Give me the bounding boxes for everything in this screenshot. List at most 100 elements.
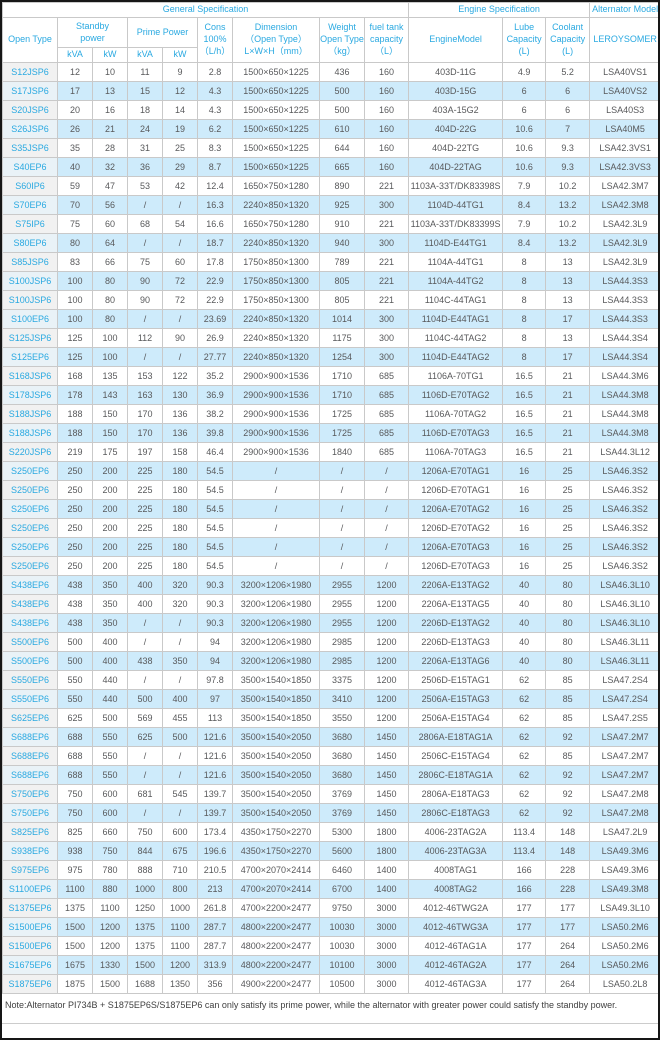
table-row: S60IP6 59 47 53 42 12.4 1650×750×1280 890 221 110… [2,176,658,196]
value-cell: 780 [92,860,128,880]
value-cell: 400 [127,575,163,595]
model-link[interactable]: S220JSP6 [2,442,58,462]
model-link[interactable]: S1875EP6 [2,974,58,994]
model-link[interactable]: S1500EP6 [2,936,58,956]
model-link[interactable]: S688EP6 [2,765,58,785]
table-row: S1875EP6 1875 1500 1688 1350 356 4900×2200×247… [2,974,658,994]
model-link[interactable]: S250EP6 [2,499,58,519]
model-link[interactable]: S75IP6 [2,214,58,234]
value-cell: 160 [363,119,410,139]
model-link[interactable]: S12JSP6 [2,62,58,82]
model-link[interactable]: S40EP6 [2,157,58,177]
table-row: S188JSP6 188 150 170 136 38.2 2900×900×1536 172… [2,404,658,424]
model-link[interactable]: S35JSP6 [2,138,58,158]
model-link[interactable]: S938EP6 [2,841,58,861]
section-alternator-model: Alternator Model [589,2,658,18]
model-link[interactable]: S100EP6 [2,309,58,329]
value-cell: 2955 [319,575,365,595]
model-link[interactable]: S85JSP6 [2,252,58,272]
value-cell: 160 [363,138,410,158]
model-link[interactable]: S1375EP6 [2,898,58,918]
value-cell: 313.9 [197,955,233,975]
value-cell: 13 [545,328,591,348]
model-link[interactable]: S550EP6 [2,689,58,709]
value-cell: 100 [92,328,128,348]
model-link[interactable]: S1100EP6 [2,879,58,899]
model-link[interactable]: S250EP6 [2,461,58,481]
model-link[interactable]: S250EP6 [2,518,58,538]
value-cell: 19 [162,119,198,139]
spec-table: General Specification Engine Specificati… [2,2,658,994]
model-link[interactable]: S17JSP6 [2,81,58,101]
model-link[interactable]: S250EP6 [2,537,58,557]
model-link[interactable]: S60IP6 [2,176,58,196]
value-cell: 18.7 [197,233,233,253]
value-cell: 121.6 [197,746,233,766]
model-link[interactable]: S1675EP6 [2,955,58,975]
value-cell: 10.6 [502,138,547,158]
model-link[interactable]: S625EP6 [2,708,58,728]
model-link[interactable]: S100JSP6 [2,271,58,291]
value-cell: 72 [162,271,198,291]
value-cell: 3000 [363,974,410,994]
model-link[interactable]: S250EP6 [2,480,58,500]
value-cell: 2240×850×1320 [232,328,320,348]
value-cell: 685 [363,366,410,386]
value-cell: 3500×1540×1850 [232,708,320,728]
value-cell: 1200 [363,651,410,671]
table-row: S938EP6 938 750 844 675 196.6 4350×1750×2270 56… [2,841,658,861]
model-link[interactable]: S500EP6 [2,651,58,671]
model-link[interactable]: S26JSP6 [2,119,58,139]
value-cell: 25 [545,518,591,538]
model-link[interactable]: S70EP6 [2,195,58,215]
model-link[interactable]: S1500EP6 [2,917,58,937]
value-cell: LSA40VS1 [589,62,658,82]
value-cell: 3769 [319,803,365,823]
value-cell: LSA44.3S4 [589,328,658,348]
value-cell: 1106A-70TG1 [408,366,504,386]
value-cell: 4006-23TAG2A [408,822,504,842]
model-link[interactable]: S750EP6 [2,784,58,804]
value-cell: LSA46.3S2 [589,537,658,557]
model-link[interactable]: S188JSP6 [2,423,58,443]
model-link[interactable]: S438EP6 [2,613,58,633]
value-cell: 92 [545,765,591,785]
value-cell: 16.5 [502,366,547,386]
model-link[interactable]: S250EP6 [2,556,58,576]
table-row: S550EP6 550 440 500 400 97 3500×1540×1850 3410 1… [2,689,658,709]
value-cell: 23.69 [197,309,233,329]
value-cell: LSA46.3S2 [589,480,658,500]
model-link[interactable]: S500EP6 [2,632,58,652]
model-link[interactable]: S688EP6 [2,746,58,766]
value-cell: 1450 [363,727,410,747]
table-body: S12JSP6 12 10 11 9 2.8 1500×650×1225 436 160 403D… [2,62,658,994]
model-link[interactable]: S100JSP6 [2,290,58,310]
model-link[interactable]: S168JSP6 [2,366,58,386]
model-link[interactable]: S750EP6 [2,803,58,823]
model-link[interactable]: S825EP6 [2,822,58,842]
value-cell: / [127,613,163,633]
model-link[interactable]: S178JSP6 [2,385,58,405]
model-link[interactable]: S438EP6 [2,575,58,595]
value-cell: 300 [363,347,410,367]
model-link[interactable]: S438EP6 [2,594,58,614]
model-link[interactable]: S550EP6 [2,670,58,690]
model-link[interactable]: S20JSP6 [2,100,58,120]
value-cell: 125 [57,328,93,348]
model-link[interactable]: S188JSP6 [2,404,58,424]
model-link[interactable]: S80EP6 [2,233,58,253]
value-cell: 1350 [162,974,198,994]
value-cell: 1175 [319,328,365,348]
table-row: S12JSP6 12 10 11 9 2.8 1500×650×1225 436 160 403D… [2,62,658,82]
model-link[interactable]: S125JSP6 [2,328,58,348]
value-cell: 221 [363,252,410,272]
value-cell: / [162,347,198,367]
value-cell: 1000 [162,898,198,918]
section-engine-specification: Engine Specification [408,2,591,18]
value-cell: 3200×1206×1980 [232,594,320,614]
unit-header-standby-kw: kW [92,47,128,63]
model-link[interactable]: S688EP6 [2,727,58,747]
value-cell: 35.2 [197,366,233,386]
model-link[interactable]: S125EP6 [2,347,58,367]
model-link[interactable]: S975EP6 [2,860,58,880]
